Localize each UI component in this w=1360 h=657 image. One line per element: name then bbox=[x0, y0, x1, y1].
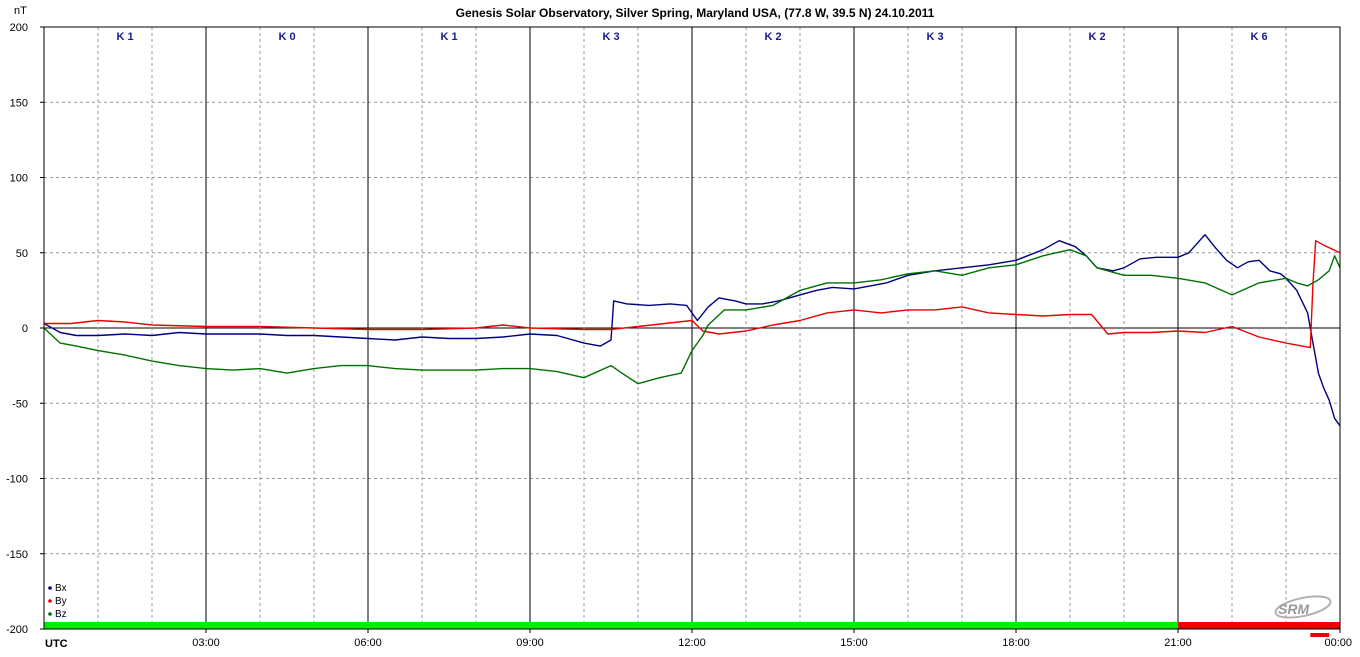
series-line-by bbox=[44, 239, 1341, 349]
x-tick-label: 18:00 bbox=[1002, 637, 1030, 649]
series-line-bz bbox=[43, 248, 1341, 385]
legend-swatch-by bbox=[48, 599, 52, 603]
y-tick-label: -100 bbox=[6, 474, 28, 486]
x-tick-label: 15:00 bbox=[840, 637, 868, 649]
status-bar bbox=[44, 622, 1340, 637]
status-marker bbox=[1310, 633, 1330, 637]
y-tick-label: -150 bbox=[6, 549, 28, 561]
series-line-bx bbox=[43, 233, 1341, 427]
x-tick-label: 21:00 bbox=[1164, 637, 1192, 649]
k-index-label: K 3 bbox=[602, 31, 619, 43]
plot-frame bbox=[43, 26, 1341, 630]
axis-ticks: 200 150 100 50 0 -50 -100 -150 -200 03:00 06:00 09:… bbox=[6, 22, 1352, 649]
legend-label-bx: Bx bbox=[55, 583, 67, 594]
legend-label-by: By bbox=[55, 596, 67, 607]
status-segment bbox=[44, 622, 1178, 629]
k-index-label: K 0 bbox=[278, 31, 295, 43]
x-axis-label: UTC bbox=[45, 638, 68, 650]
x-tick-label: 09:00 bbox=[516, 637, 544, 649]
k-index-label: K 2 bbox=[1088, 31, 1105, 43]
y-tick-label: 150 bbox=[10, 97, 28, 109]
x-tick-label: 00:00 bbox=[1324, 637, 1352, 649]
srm-logo: SRM bbox=[1274, 595, 1332, 619]
y-tick-label: 0 bbox=[22, 323, 28, 335]
k-index-row: K 1 K 0 K 1 K 3 K 2 K 3 K 2 K 6 bbox=[116, 31, 1267, 43]
y-tick-label: 100 bbox=[10, 173, 28, 185]
legend-swatch-bz bbox=[48, 612, 52, 616]
k-index-label: K 1 bbox=[440, 31, 457, 43]
chart-title: Genesis Solar Observatory, Silver Spring… bbox=[456, 6, 935, 20]
status-segment bbox=[1178, 622, 1340, 629]
y-axis-label: nT bbox=[14, 5, 27, 17]
k-index-label: K 6 bbox=[1250, 31, 1267, 43]
y-tick-label: 50 bbox=[16, 248, 28, 260]
legend: Bx By Bz bbox=[48, 583, 67, 620]
legend-label-bz: Bz bbox=[55, 609, 67, 620]
y-tick-label: -200 bbox=[6, 624, 28, 636]
x-tick-label: 12:00 bbox=[678, 637, 706, 649]
x-tick-label: 03:00 bbox=[192, 637, 220, 649]
y-tick-label: -50 bbox=[12, 398, 28, 410]
x-tick-label: 06:00 bbox=[354, 637, 382, 649]
logo-text: SRM bbox=[1278, 601, 1309, 617]
series-layer bbox=[43, 233, 1341, 427]
y-tick-label: 200 bbox=[10, 22, 28, 34]
k-index-label: K 1 bbox=[116, 31, 133, 43]
legend-swatch-bx bbox=[48, 586, 52, 590]
k-index-label: K 2 bbox=[764, 31, 781, 43]
k-index-label: K 3 bbox=[926, 31, 943, 43]
